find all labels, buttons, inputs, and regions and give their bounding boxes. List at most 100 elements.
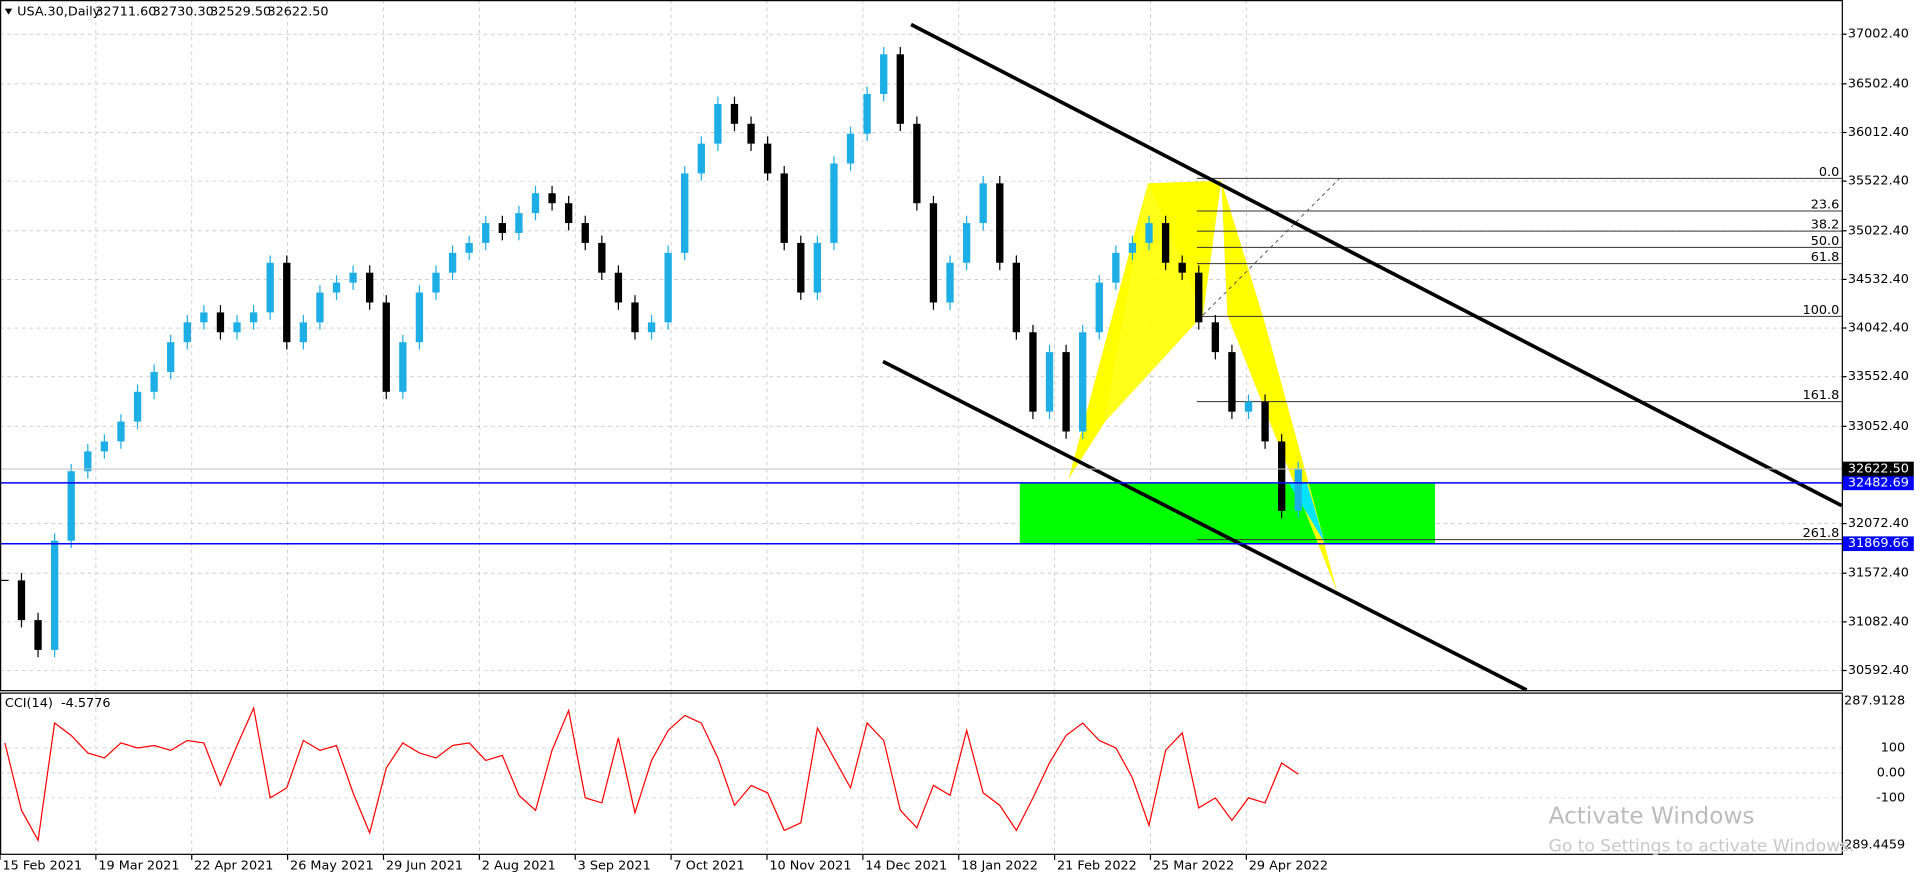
x-tick-label: 3 Sep 2021 [578, 858, 651, 873]
candle [1128, 242, 1137, 253]
candle [1029, 332, 1037, 412]
candles [1, 46, 1302, 658]
candle [1079, 332, 1087, 432]
candle [1277, 441, 1286, 511]
candle [647, 322, 656, 333]
price-tag-label: 31869.66 [1848, 536, 1909, 551]
y-tick-label: 34042.40 [1848, 321, 1909, 336]
candle [200, 312, 208, 323]
candle [316, 292, 324, 323]
candle [233, 322, 241, 333]
candle [332, 282, 341, 293]
candle [747, 123, 755, 144]
indicator-line [4, 705, 1299, 843]
candle [349, 272, 357, 283]
price-tag [1842, 461, 1914, 477]
axes: 37002.40 36502.40 36012.40 35522.40 35022.40… [0, 27, 1914, 873]
indicator-name: CCI(14) [5, 696, 53, 711]
candle [266, 262, 274, 313]
candle [1145, 223, 1153, 243]
candle [1112, 252, 1120, 283]
candle [1161, 223, 1170, 263]
candle [1195, 272, 1203, 323]
candle [846, 133, 855, 164]
candle [664, 252, 672, 323]
symbol-title: USA.30,Daily [17, 5, 101, 20]
x-tick-label: 26 May 2021 [290, 858, 374, 873]
x-tick-label: 15 Feb 2021 [2, 858, 82, 873]
candle [979, 183, 987, 224]
x-tick-label: 21 Feb 2022 [1057, 858, 1137, 873]
fib-label: 261.8 [1803, 526, 1840, 541]
candle [84, 451, 92, 472]
candle [730, 103, 739, 124]
candle [448, 252, 457, 273]
fib-label: 23.6 [1811, 197, 1840, 212]
candle [133, 391, 142, 422]
x-tick-label: 7 Oct 2021 [674, 858, 745, 873]
collapse-arrow[interactable] [4, 8, 13, 15]
price-tag-label: 32622.50 [1848, 461, 1909, 476]
candle [50, 540, 59, 650]
indicator-value: -4.5776 [61, 696, 110, 711]
candle [482, 223, 490, 243]
pattern-leg [1148, 180, 1222, 316]
y-tick-label: 36502.40 [1848, 76, 1909, 91]
y-tick-label: 33052.40 [1848, 419, 1909, 434]
indicator [4, 705, 1299, 843]
ohlc-low: 32529.50 [210, 5, 271, 20]
candle [614, 272, 623, 303]
fib-label: 61.8 [1811, 250, 1840, 265]
fib-label: 0.0 [1819, 165, 1839, 180]
candle [67, 471, 75, 541]
channel-lower [882, 359, 1528, 692]
candle [216, 312, 225, 333]
watermark: Activate Windows [1549, 803, 1755, 830]
watermark-sub: Go to Settings to activate Windows. [1549, 836, 1855, 856]
fib-layer: 0.0 23.6 38.2 50.061.8 100.0 161.8 261.8 [1196, 165, 1842, 541]
main-frame [0, 0, 1843, 692]
candle [880, 54, 888, 95]
price-tag [1842, 475, 1914, 491]
candle [581, 223, 589, 243]
candle [498, 223, 506, 233]
pattern-leg [1105, 183, 1203, 422]
candle [415, 292, 424, 343]
candle [1294, 468, 1302, 511]
indicator-tick-label: -289.4459 [1839, 838, 1905, 853]
candle [830, 163, 838, 243]
hlines [0, 468, 1842, 545]
fib-label: 38.2 [1811, 217, 1840, 232]
candle [283, 262, 291, 343]
candle [996, 183, 1004, 263]
candle [1261, 401, 1269, 442]
candle [183, 322, 191, 343]
price-tag-label: 32482.69 [1848, 475, 1909, 490]
candle [150, 371, 158, 392]
pattern-leg [1264, 319, 1326, 544]
channel-upper [910, 22, 1843, 508]
candle [299, 322, 308, 343]
y-tick-label: 35022.40 [1848, 223, 1909, 238]
zone-layer [1019, 482, 1436, 544]
candle [515, 213, 523, 233]
candle [1062, 352, 1070, 432]
candle [100, 441, 109, 452]
candle [896, 54, 904, 124]
candle [863, 94, 871, 134]
candle [780, 173, 788, 243]
x-tick-label: 10 Nov 2021 [769, 858, 851, 873]
candle [465, 242, 473, 253]
candle [1178, 262, 1186, 273]
y-tick-label: 31572.40 [1848, 566, 1909, 581]
indicator-frame [0, 692, 1843, 855]
candle [714, 103, 722, 144]
candle [432, 272, 440, 293]
candle [117, 421, 125, 442]
candle [697, 143, 705, 174]
candle [1045, 352, 1054, 412]
fib-label: 100.0 [1803, 303, 1840, 318]
